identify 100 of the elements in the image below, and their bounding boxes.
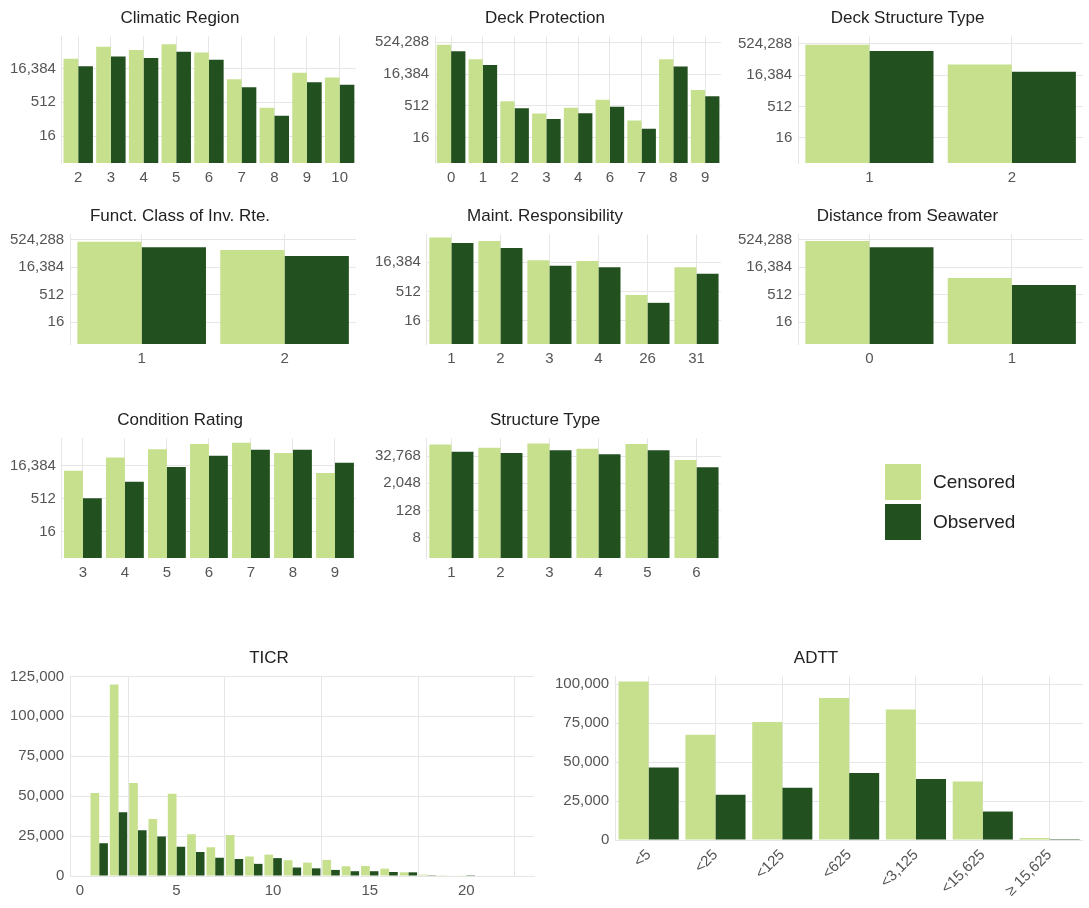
y-tick-label: 524,288 [374,32,430,50]
x-tick-label: 8 [270,168,279,186]
y-tick-label: 16,384 [18,257,65,275]
bar [408,872,418,876]
y-tick-label: 16,384 [9,456,56,474]
y-tick-label: 512 [30,488,56,506]
bar [915,779,947,840]
bar [253,863,263,876]
y-tick-label: 512 [39,284,65,302]
x-tick-label: 5 [172,881,181,899]
x-tick-label: 26 [639,349,656,367]
chart-title: Deck Protection [485,7,605,27]
bar [341,866,351,876]
bar [157,836,166,876]
bar [648,767,679,840]
chart-title: Distance from Seawater [816,205,999,225]
bar [361,865,370,876]
chart-title: Maint. Responsibility [467,205,624,225]
bar [380,868,390,876]
x-tick-label: 6 [605,168,615,186]
bar [311,868,321,876]
y-tick-label: 16 [404,310,421,328]
y-tick-label: 8 [412,527,421,545]
bar [245,856,254,876]
chart-title: ADTT [793,647,839,667]
bar [234,859,244,876]
x-tick-label: 1 [1007,349,1016,367]
y-tick-label: 512 [767,96,793,114]
bar [225,835,235,876]
bar [215,857,224,876]
y-tick-label: 25,000 [563,791,610,809]
chart-title: Structure Type [489,409,601,429]
bar [176,846,186,876]
bar [782,787,813,840]
bar [264,854,274,876]
y-tick-label: 524,288 [737,34,793,52]
x-tick-label: 0 [446,168,456,186]
x-tick-label: 5 [172,168,181,186]
x-tick-label: 1 [447,349,456,367]
x-tick-label: 20 [458,881,475,899]
x-tick-label: 3 [542,168,551,186]
y-tick-label: 524,288 [737,229,793,247]
bar [685,734,716,840]
y-tick-label: 75,000 [18,746,65,764]
chart-title: Deck Structure Type [830,7,985,27]
bar [99,843,108,876]
y-tick-label: 16 [775,128,793,146]
y-tick-label: 512 [404,95,430,113]
bar [303,862,312,876]
y-tick-label: 128 [395,500,421,518]
x-tick-label: 1 [447,563,456,581]
bar [90,792,100,876]
x-tick-label: <25 [690,845,721,876]
x-tick-label: 7 [637,168,646,186]
y-tick-label: 125,000 [9,666,65,684]
bar [399,872,409,876]
bar [752,722,783,840]
x-tick-label: 10 [331,168,348,186]
x-tick-label: 4 [139,168,148,186]
y-tick-label: 32,768 [374,446,421,464]
x-tick-label: 6 [204,168,214,186]
x-tick-label: 5 [162,563,172,581]
y-tick-label: 512 [767,284,793,302]
y-tick-label: 16,384 [746,65,793,83]
bar [819,697,850,840]
bar [283,860,293,876]
bar [331,869,340,876]
y-tick-label: 50,000 [563,752,610,770]
x-tick-label: 9 [302,168,312,186]
y-tick-label: 16 [775,312,793,330]
chart-title: Climatic Region [120,7,240,27]
x-tick-label: 2 [280,349,289,367]
x-tick-label: 1 [865,168,874,186]
y-tick-label: 16 [39,521,56,539]
x-tick-label: 0 [865,349,874,367]
y-tick-label: 16 [47,312,65,330]
bar [129,782,138,876]
bar [137,830,147,876]
x-tick-label: 15 [361,881,379,899]
y-tick-label: 16,384 [746,257,793,275]
bar [849,773,880,840]
bar [292,867,302,876]
chart-title: Condition Rating [117,409,243,429]
x-tick-label: 6 [204,563,214,581]
bar [389,872,398,876]
x-tick-label: 0 [75,881,85,899]
bar [952,781,983,840]
y-tick-label: 2,048 [383,473,421,491]
x-tick-label: 4 [594,349,603,367]
x-tick-label: 8 [288,563,298,581]
y-tick-label: 512 [395,281,421,299]
x-tick-label: 2 [496,349,505,367]
x-tick-label: 8 [669,168,678,186]
x-tick-label: 2 [510,168,519,186]
y-tick-label: 100,000 [9,706,65,724]
x-tick-label: 7 [246,563,256,581]
x-tick-label: 6 [692,563,701,581]
y-tick-label: 16 [39,126,56,144]
y-tick-label: 16,384 [9,58,56,76]
x-tick-label: 2 [1007,168,1016,186]
